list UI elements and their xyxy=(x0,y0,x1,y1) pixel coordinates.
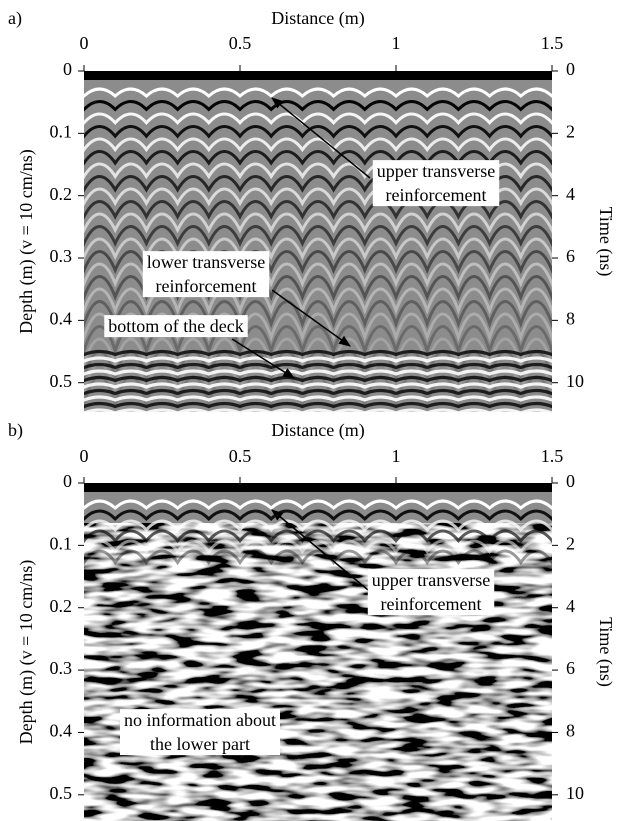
y-tick-label: 0.4 xyxy=(50,308,73,328)
annotation-arrow xyxy=(231,338,296,379)
panel: b) Distance (m)0 0.5 1 1.500.10.20.30.40.502… xyxy=(8,420,616,821)
annotation-text: upper transverse xyxy=(377,161,495,181)
reflection xyxy=(84,509,552,522)
reflection xyxy=(84,225,552,247)
annotation-text: reinforcement xyxy=(386,185,487,205)
annotation-text: lower transverse xyxy=(147,252,265,272)
annotation-arrow xyxy=(271,509,369,591)
reflection xyxy=(84,212,552,234)
deck-bottom xyxy=(84,395,552,402)
annotation-arrow xyxy=(271,289,351,347)
annotation: lower transverse reinforcement xyxy=(142,251,351,347)
reflection xyxy=(84,100,552,112)
x-tick-label: 0 xyxy=(80,446,89,466)
y-tick-label: 0 xyxy=(63,59,72,79)
y2-tick-label: 0 xyxy=(566,59,575,79)
y2-tick-label: 10 xyxy=(566,783,584,803)
direct-wave xyxy=(84,71,552,80)
reflection xyxy=(84,87,552,99)
reflection xyxy=(84,337,552,370)
y2-tick-label: 4 xyxy=(566,184,575,204)
deck-bottom xyxy=(84,356,552,363)
deck-bottom xyxy=(84,369,552,376)
annotation: upper transverse reinforcement xyxy=(271,509,495,616)
annotation: no information about the lower part xyxy=(120,709,280,756)
reflection xyxy=(84,529,552,544)
reflection xyxy=(84,200,552,220)
deck-bottom xyxy=(84,388,552,396)
x-axis-title: Distance (m) xyxy=(271,8,364,29)
reflection xyxy=(84,549,552,566)
y-tick-label: 0.3 xyxy=(50,246,73,266)
y-tick-label: 0 xyxy=(63,471,72,491)
y-tick-label: 0.2 xyxy=(50,184,73,204)
y-tick-label: 0.1 xyxy=(50,121,73,141)
y2-tick-label: 2 xyxy=(566,533,575,553)
annotation-box xyxy=(372,160,500,207)
annotation-text: upper transverse xyxy=(372,570,490,590)
noise-texture xyxy=(84,523,552,821)
x-tick-label: 0.5 xyxy=(229,33,252,53)
y-tick-label: 0.1 xyxy=(50,533,73,553)
y-tick-label: 0.5 xyxy=(50,783,73,803)
x-axis-title: Distance (m) xyxy=(271,420,364,441)
x-tick-label: 1.5 xyxy=(541,446,564,466)
panel: a) Distance (m)0 0.5 1 1.500.10.20.30.40.502… xyxy=(8,8,616,412)
reflection xyxy=(84,325,552,356)
annotation-arrow xyxy=(271,97,371,179)
reflection xyxy=(84,539,552,555)
x-tick-label: 0 xyxy=(80,33,89,53)
reflection xyxy=(84,125,552,139)
y-tick-label: 0.3 xyxy=(50,658,73,678)
deck-bottom xyxy=(84,375,552,383)
panel-label: a) xyxy=(8,8,22,29)
y2-tick-label: 2 xyxy=(566,121,575,141)
y2-tick-label: 6 xyxy=(566,658,575,678)
x-tick-label: 1 xyxy=(392,33,401,53)
annotation: bottom of the deck xyxy=(104,315,296,379)
annotation-text: reinforcement xyxy=(381,594,482,614)
annotation-box xyxy=(104,315,248,338)
x-tick-label: 1 xyxy=(392,446,401,466)
deck-bottom xyxy=(84,401,552,409)
y2-axis-title: Time (ns) xyxy=(595,617,616,687)
radargram-image xyxy=(84,71,552,412)
annotation-text: reinforcement xyxy=(156,276,257,296)
y-tick-label: 0.5 xyxy=(50,371,73,391)
y2-tick-label: 0 xyxy=(566,471,575,491)
y-tick-label: 0.2 xyxy=(50,596,73,616)
annotation: upper transverse reinforcement xyxy=(271,97,500,207)
reflection xyxy=(84,499,552,511)
reflection xyxy=(84,112,552,126)
reflection xyxy=(84,150,552,166)
y2-tick-label: 4 xyxy=(566,596,575,616)
y-tick-label: 0.4 xyxy=(50,721,73,741)
panel-label: b) xyxy=(8,420,23,441)
annotation-box xyxy=(120,709,280,756)
radargram-image xyxy=(84,483,552,821)
y2-tick-label: 10 xyxy=(566,371,584,391)
deck-bottom xyxy=(84,349,552,357)
y-axis-title: Depth (m) (v = 10 cm/ns) xyxy=(16,149,37,334)
deck-bottom xyxy=(84,408,552,412)
y2-tick-label: 8 xyxy=(566,308,575,328)
annotation-text: bottom of the deck xyxy=(108,316,243,336)
deck-bottom xyxy=(84,382,552,389)
y2-axis-title: Time (ns) xyxy=(595,207,616,277)
reflection xyxy=(84,137,552,153)
x-tick-label: 0.5 xyxy=(229,446,252,466)
x-tick-label: 1.5 xyxy=(541,33,564,53)
reflection xyxy=(84,519,552,533)
annotation-text: no information about xyxy=(124,710,276,730)
annotation-box xyxy=(367,569,495,616)
reflection xyxy=(84,287,552,315)
deck-bottom xyxy=(84,362,552,370)
y2-tick-label: 6 xyxy=(566,246,575,266)
annotation-text: the lower part xyxy=(150,734,250,754)
y2-tick-label: 8 xyxy=(566,721,575,741)
annotation-box xyxy=(142,251,270,298)
y-axis-title: Depth (m) (v = 10 cm/ns) xyxy=(16,560,37,745)
direct-wave xyxy=(84,483,552,492)
